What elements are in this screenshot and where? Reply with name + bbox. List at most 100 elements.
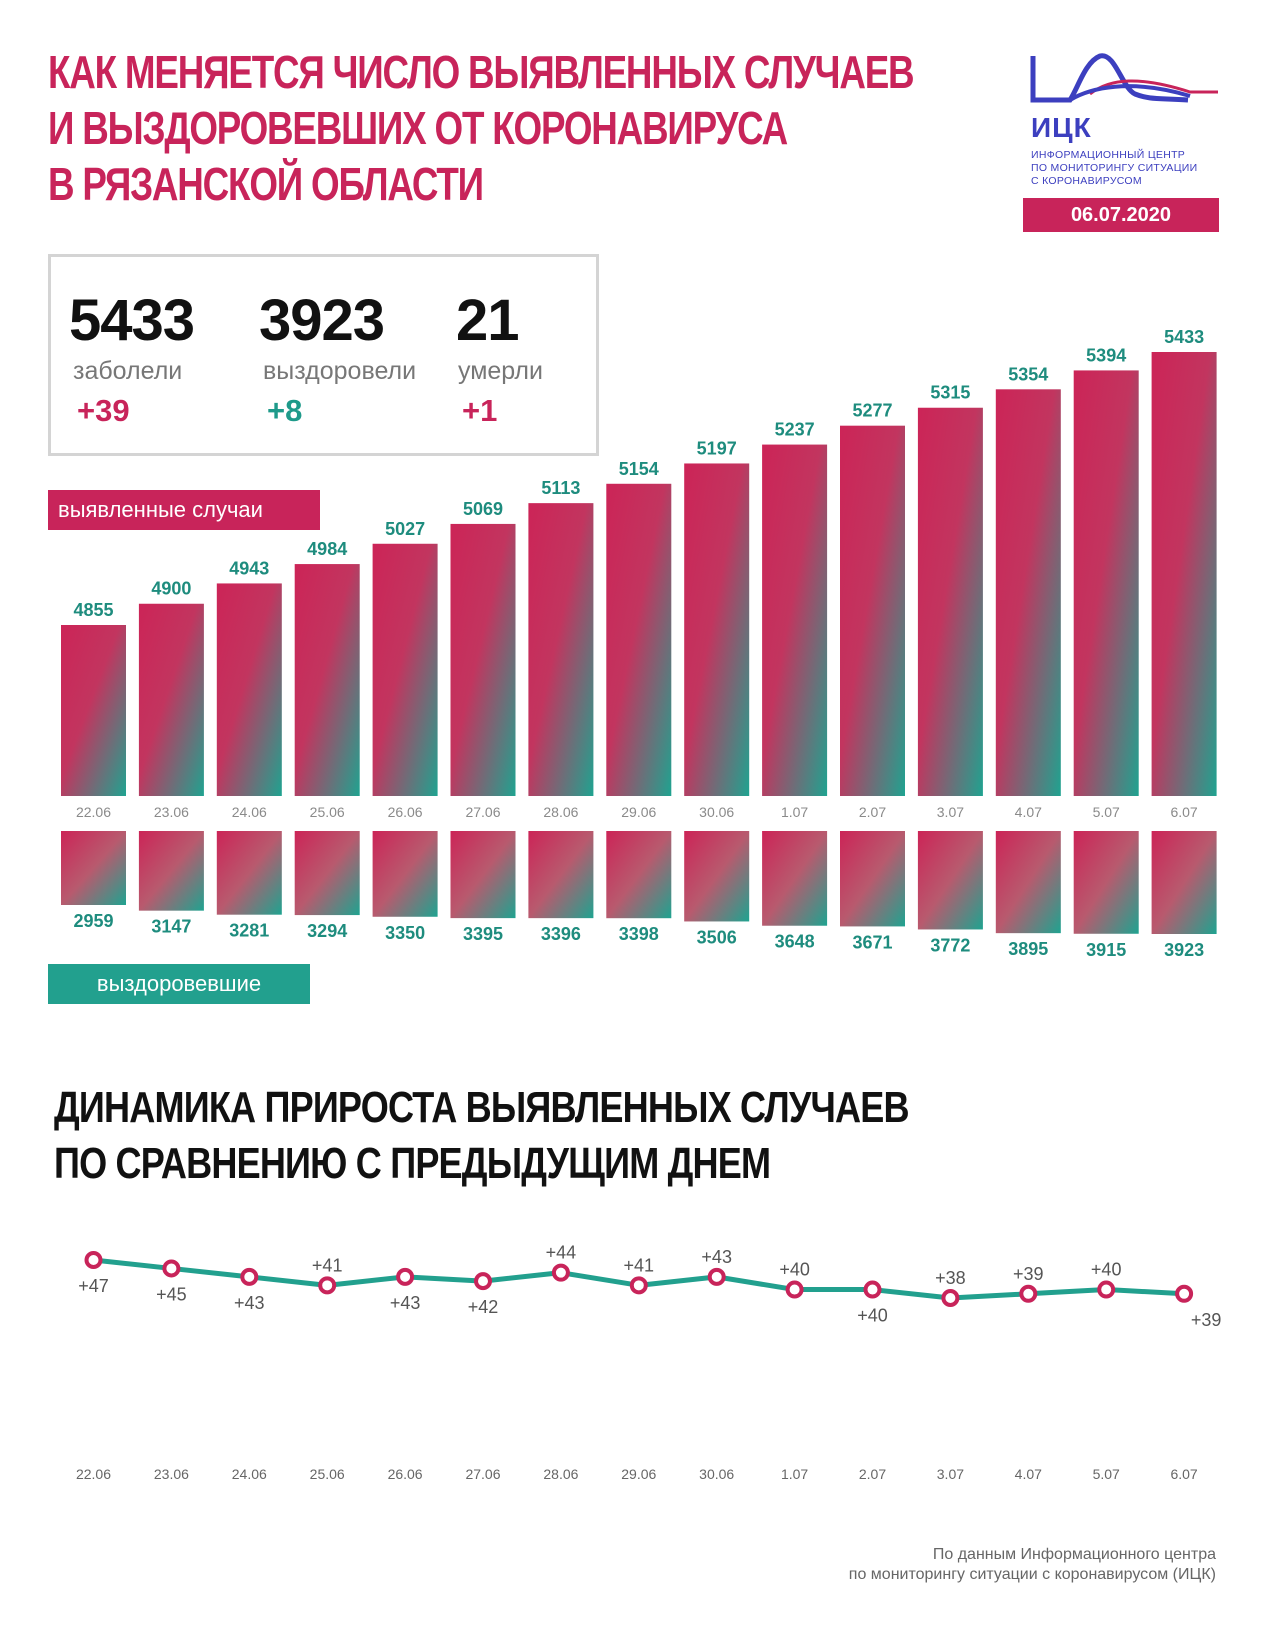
recovered-bar — [528, 831, 594, 919]
growth-value-label: +47 — [78, 1276, 109, 1296]
recovered-bar — [1151, 831, 1217, 934]
cases-bar — [294, 564, 360, 796]
cases-date-label: 1.07 — [781, 804, 808, 820]
cases-value-label: 4984 — [307, 539, 347, 559]
recovered-value-label: 3398 — [619, 924, 659, 944]
growth-date-label: 27.06 — [465, 1466, 500, 1482]
source-note: По данным Информационного центра по мони… — [849, 1545, 1216, 1585]
recovered-value-label: 3506 — [697, 927, 737, 947]
cases-bar — [528, 503, 594, 796]
title-line-2: И ВЫЗДОРОВЕВШИХ ОТ КОРОНАВИРУСА — [48, 102, 788, 154]
growth-point — [318, 1276, 337, 1295]
cases-value-label: 5069 — [463, 499, 503, 519]
growth-date-label: 26.06 — [388, 1466, 423, 1482]
growth-date-label: 24.06 — [232, 1466, 267, 1482]
cases-value-label: 4900 — [151, 579, 191, 599]
cases-date-label: 2.07 — [859, 804, 886, 820]
cases-value-label: 5315 — [930, 383, 970, 403]
recovered-value-label: 3895 — [1008, 939, 1048, 959]
cases-value-label: 5113 — [541, 478, 580, 498]
recovered-bar — [1073, 831, 1139, 934]
cases-bar — [216, 583, 282, 796]
growth-point — [863, 1280, 882, 1299]
cases-bar — [762, 444, 828, 796]
cases-bar — [606, 483, 672, 796]
recovered-value-label: 3294 — [307, 921, 347, 941]
logo-caption-line-3: С КОРОНАВИРУСОМ — [1031, 175, 1142, 187]
recovered-bar-series: 2959 3147 3281 3294 3350 3395 3396 3398 3506 3648… — [61, 831, 1217, 960]
cases-date-label: 5.07 — [1093, 804, 1120, 820]
growth-date-label: 22.06 — [76, 1466, 111, 1482]
recovered-bar — [995, 831, 1061, 934]
recovered-value-label: 3350 — [385, 923, 425, 943]
cases-bar — [1073, 370, 1139, 796]
recovered-value-label: 3147 — [151, 917, 191, 937]
recovered-value-label: 2959 — [73, 911, 113, 931]
growth-value-label: +39 — [1013, 1264, 1044, 1284]
stat-infected-label: заболели — [73, 357, 183, 385]
growth-point — [396, 1267, 415, 1286]
recovered-value-label: 3648 — [775, 932, 815, 952]
growth-date-label: 3.07 — [937, 1466, 964, 1482]
growth-date-label: 5.07 — [1093, 1466, 1120, 1482]
recovered-bar — [450, 831, 516, 919]
recovered-bar — [840, 831, 905, 927]
growth-line-series: +47 22.06 +45 23.06 +43 24.06 +41 25.06 +43 26.06… — [76, 1243, 1221, 1482]
growth-point — [240, 1267, 259, 1286]
recovered-value-label: 3281 — [229, 921, 269, 941]
growth-value-label: +38 — [935, 1268, 966, 1288]
cases-value-label: 5197 — [697, 438, 737, 458]
growth-date-label: 28.06 — [543, 1466, 578, 1482]
cases-value-label: 5354 — [1008, 364, 1048, 384]
growth-date-label: 25.06 — [310, 1466, 345, 1482]
summary-stats-box: 5433 заболели +39 3923 выздоровели +8 21… — [48, 254, 599, 456]
stat-recovered-delta: +8 — [267, 393, 303, 428]
cases-date-label: 24.06 — [232, 804, 267, 820]
cases-legend-tag: выявленные случаи — [48, 490, 320, 530]
stat-deaths-delta: +1 — [462, 393, 498, 428]
source-line-1: По данным Информационного центра — [932, 1546, 1216, 1563]
cases-value-label: 5027 — [385, 519, 425, 539]
cases-bar — [684, 463, 750, 796]
recovered-bar — [61, 831, 126, 905]
cases-bar — [372, 543, 438, 796]
growth-point — [707, 1267, 726, 1286]
cases-date-label: 23.06 — [154, 804, 189, 820]
growth-point — [941, 1289, 960, 1307]
cases-date-label: 6.07 — [1170, 804, 1197, 820]
cases-date-label: 26.06 — [388, 804, 423, 820]
logo-caption: ИНФОРМАЦИОННЫЙ ЦЕНТР ПО МОНИТОРИНГУ СИТУ… — [1031, 149, 1231, 188]
growth-point — [84, 1251, 103, 1269]
cases-bar — [1151, 352, 1217, 796]
growth-date-label: 30.06 — [699, 1466, 734, 1482]
growth-chart-title: ДИНАМИКА ПРИРОСТА ВЫЯВЛЕННЫХ СЛУЧАЕВ ПО … — [54, 1080, 910, 1192]
cases-value-label: 4943 — [229, 558, 269, 578]
growth-value-label: +39 — [1191, 1310, 1222, 1330]
growth-point — [1175, 1284, 1194, 1303]
growth-point — [551, 1263, 570, 1282]
cases-bar — [917, 407, 983, 796]
growth-title-line-2: ПО СРАВНЕНИЮ С ПРЕДЫДУЩИМ ДНЕМ — [54, 1139, 771, 1188]
recovered-bar — [684, 831, 750, 922]
recovered-bar — [606, 831, 672, 919]
cases-bar — [450, 523, 516, 796]
logo-caption-line-1: ИНФОРМАЦИОННЫЙ ЦЕНТР — [1031, 149, 1186, 161]
growth-value-label: +43 — [234, 1293, 265, 1313]
growth-value-label: +43 — [390, 1293, 421, 1313]
cases-value-label: 5433 — [1164, 327, 1204, 347]
growth-point — [1097, 1280, 1116, 1299]
recovered-bar — [372, 831, 438, 917]
stat-deaths-label: умерли — [458, 357, 543, 385]
growth-value-label: +41 — [312, 1255, 343, 1275]
cases-bar — [61, 625, 126, 796]
recovered-value-label: 3915 — [1086, 940, 1126, 960]
recovered-bar — [917, 831, 983, 930]
growth-value-label: +40 — [779, 1260, 810, 1280]
logo-caption-line-2: ПО МОНИТОРИНГУ СИТУАЦИИ — [1031, 162, 1198, 174]
source-line-2: по мониторингу ситуации с коронавирусом … — [848, 1566, 1216, 1583]
stat-infected-value: 5433 — [69, 288, 195, 353]
cases-date-label: 22.06 — [76, 804, 111, 820]
cases-bar — [840, 425, 905, 796]
growth-value-label: +43 — [701, 1247, 732, 1267]
growth-value-label: +45 — [156, 1284, 187, 1304]
